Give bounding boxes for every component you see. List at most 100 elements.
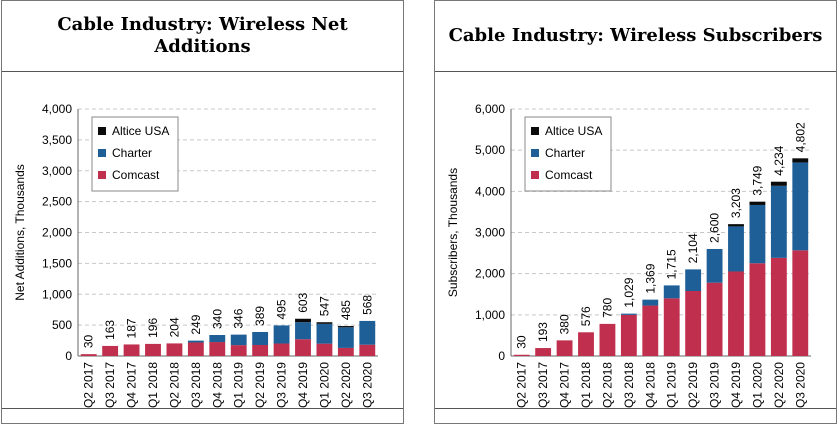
total-data-label: 603 [296, 292, 310, 312]
legend-swatch [531, 127, 539, 135]
bar-charter [230, 334, 247, 346]
x-tick-label: Q2 2017 [515, 362, 529, 408]
bar-comcast [749, 263, 766, 356]
total-data-label: 346 [232, 308, 246, 328]
x-tick-label: Q1 2019 [665, 362, 679, 408]
y-tick-label: 3,000 [42, 164, 72, 178]
y-tick-label: 6,000 [475, 102, 505, 116]
y-tick-label: 4,000 [42, 102, 72, 116]
y-tick-label: 3,500 [42, 133, 72, 147]
total-data-label: 547 [317, 296, 331, 316]
legend-label: Charter [112, 146, 152, 160]
bar-comcast [359, 344, 376, 356]
chart-title: Cable Industry: Wireless Net Additions [2, 1, 403, 72]
x-tick-label: Q3 2017 [536, 362, 550, 408]
total-data-label: 2,104 [686, 233, 700, 263]
total-data-label: 780 [600, 298, 614, 318]
total-data-label: 163 [103, 320, 117, 340]
bar-comcast [166, 343, 183, 356]
x-tick-label: Q1 2020 [317, 362, 331, 408]
legend-label: Comcast [112, 168, 160, 182]
bar-comcast [513, 354, 530, 356]
total-data-label: 1,369 [643, 263, 657, 293]
legend-label: Charter [545, 146, 585, 160]
bar-comcast [578, 332, 594, 356]
total-data-label: 495 [275, 299, 289, 319]
legend-label: Altice USA [112, 124, 169, 138]
legend-label: Comcast [545, 168, 593, 182]
bar-comcast [663, 298, 680, 356]
bar-comcast [337, 347, 354, 356]
total-data-label: 187 [125, 318, 139, 338]
x-tick-label: Q4 2018 [643, 362, 657, 408]
x-tick-label: Q3 2017 [103, 362, 117, 408]
bar-comcast [642, 305, 659, 356]
total-data-label: 576 [579, 306, 593, 326]
legend-swatch [98, 171, 106, 179]
bar-charter [273, 325, 290, 344]
total-data-label: 2,600 [708, 213, 722, 243]
x-tick-label: Q3 2020 [793, 362, 807, 408]
bar-comcast [252, 345, 269, 356]
total-data-label: 204 [167, 317, 181, 337]
x-tick-label: Q3 2019 [275, 362, 289, 408]
bar-altice-usa [295, 318, 311, 323]
x-tick-label: Q3 2020 [360, 362, 374, 408]
bar-altice-usa [770, 181, 787, 186]
bar-charter [663, 285, 680, 299]
legend-swatch [98, 149, 106, 157]
subscribers-panel: Cable Industry: Wireless Subscribers 0 1,… [434, 0, 837, 424]
x-tick-label: Q3 2019 [708, 362, 722, 408]
total-data-label: 193 [536, 322, 550, 342]
bar-comcast [706, 282, 723, 356]
bar-comcast [209, 342, 226, 356]
bar-comcast [273, 343, 290, 356]
x-tick-label: Q2 2020 [339, 362, 353, 408]
x-tick-label: Q2 2019 [686, 362, 700, 408]
total-data-label: 4,234 [772, 145, 786, 175]
bar-comcast [685, 290, 702, 356]
bar-charter [728, 226, 744, 272]
legend-box [91, 116, 179, 192]
bar-charter [749, 204, 766, 264]
x-tick-label: Q4 2018 [210, 362, 224, 408]
bar-altice-usa [749, 201, 766, 205]
total-data-label: 3,203 [729, 188, 743, 218]
x-tick-label: Q2 2019 [253, 362, 267, 408]
y-tick-label: 1,000 [42, 287, 72, 301]
y-axis-label: Subscribers, Thousands [446, 168, 460, 297]
y-tick-label: 4,000 [475, 184, 505, 198]
total-data-label: 380 [558, 314, 572, 334]
x-tick-label: Q2 2018 [600, 362, 614, 408]
bar-charter [252, 331, 269, 346]
legend-swatch [98, 127, 106, 135]
bar-charter [337, 327, 354, 348]
x-tick-label: Q2 2017 [82, 362, 96, 408]
x-tick-label: Q1 2018 [146, 362, 160, 408]
bar-charter [792, 162, 809, 251]
y-tick-label: 2,000 [475, 267, 505, 281]
y-tick-label: 3,000 [475, 226, 505, 240]
bar-comcast [620, 314, 637, 356]
x-tick-label: Q4 2019 [729, 362, 743, 408]
y-axis-label: Net Additions, Thousands [13, 164, 27, 301]
bar-comcast [770, 257, 787, 356]
net-additions-panel: Cable Industry: Wireless Net Additions 0… [1, 0, 404, 424]
bar-charter [187, 340, 204, 343]
y-tick-label: 0 [498, 349, 505, 363]
bar-charter [770, 185, 787, 258]
total-data-label: 30 [515, 335, 529, 349]
bar-comcast [145, 343, 161, 356]
legend-swatch [531, 149, 539, 157]
bar-comcast [102, 345, 119, 356]
x-tick-label: Q3 2018 [189, 362, 203, 408]
legend-label: Altice USA [545, 124, 602, 138]
total-data-label: 1,715 [665, 249, 679, 279]
bar-comcast [80, 354, 97, 356]
total-data-label: 249 [189, 314, 203, 334]
bar-comcast [728, 271, 744, 356]
total-data-label: 485 [339, 300, 353, 320]
y-tick-label: 2,000 [42, 226, 72, 240]
subscribers-chart: 0 1,000 2,000 3,000 4,000 5,000 6,000 Subscribe… [446, 102, 811, 408]
total-data-label: 340 [210, 309, 224, 329]
